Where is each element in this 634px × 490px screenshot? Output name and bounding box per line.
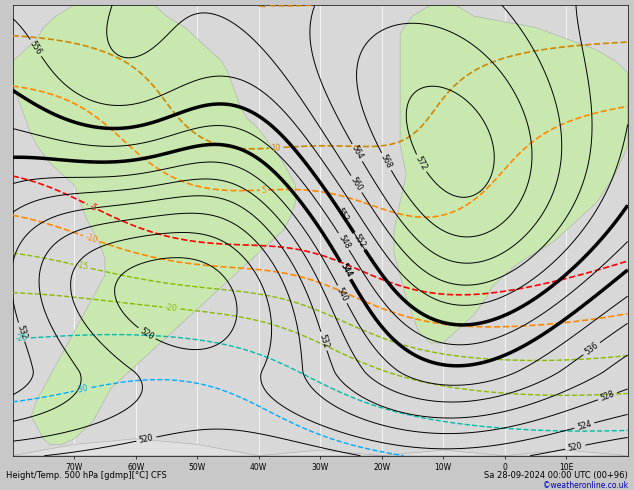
Text: 552: 552 — [335, 207, 350, 223]
Text: 528: 528 — [599, 390, 616, 403]
Text: 15: 15 — [257, 0, 268, 10]
Text: 568: 568 — [379, 153, 394, 170]
Text: 540: 540 — [335, 286, 349, 303]
Text: 5: 5 — [261, 185, 266, 195]
Text: -10: -10 — [84, 232, 98, 245]
Text: -25: -25 — [15, 334, 29, 343]
Text: 520: 520 — [567, 441, 583, 453]
Text: -20: -20 — [165, 303, 178, 313]
Text: -15: -15 — [75, 261, 89, 272]
Text: 572: 572 — [414, 155, 429, 172]
Polygon shape — [394, 5, 628, 343]
Text: 10: 10 — [271, 143, 281, 153]
Text: -5: -5 — [87, 201, 98, 213]
Text: 556: 556 — [28, 39, 44, 56]
Text: 524: 524 — [576, 419, 593, 432]
Text: 560: 560 — [349, 175, 364, 193]
Text: -30: -30 — [75, 384, 90, 395]
Text: Sa 28-09-2024 00:00 UTC (00+96): Sa 28-09-2024 00:00 UTC (00+96) — [484, 471, 628, 480]
Text: 548: 548 — [336, 233, 351, 250]
Text: 536: 536 — [583, 341, 600, 357]
Text: ©weatheronline.co.uk: ©weatheronline.co.uk — [543, 481, 628, 490]
Text: 552: 552 — [352, 233, 367, 250]
Text: 544: 544 — [338, 262, 353, 279]
Text: 520: 520 — [138, 433, 155, 445]
Text: 564: 564 — [350, 144, 365, 161]
Text: 520: 520 — [138, 326, 155, 342]
Text: Height/Temp. 500 hPa [gdmp][°C] CFS: Height/Temp. 500 hPa [gdmp][°C] CFS — [6, 471, 167, 480]
Text: 532: 532 — [15, 324, 28, 341]
Polygon shape — [13, 439, 628, 456]
Polygon shape — [13, 5, 295, 444]
Text: 532: 532 — [318, 333, 330, 349]
Text: 544: 544 — [338, 262, 353, 279]
